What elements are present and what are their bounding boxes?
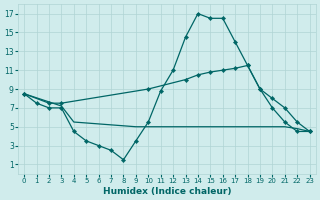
X-axis label: Humidex (Indice chaleur): Humidex (Indice chaleur): [103, 187, 231, 196]
